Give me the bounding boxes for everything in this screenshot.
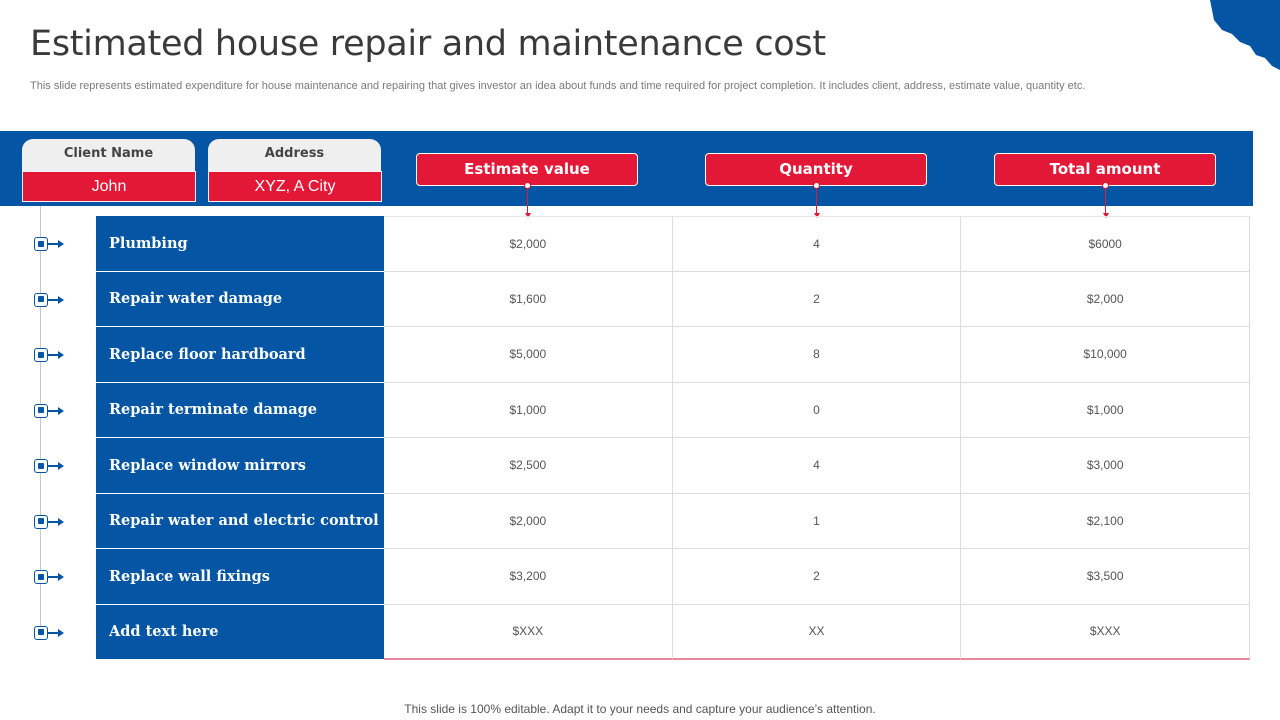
row-label: Plumbing bbox=[96, 216, 384, 272]
estimate-cell: $XXX bbox=[383, 604, 673, 660]
quantity-cell: 4 bbox=[672, 438, 962, 494]
estimate-cell: $3,200 bbox=[383, 549, 673, 605]
pin-dot-icon bbox=[812, 182, 820, 189]
total-cell: $10,000 bbox=[961, 327, 1250, 383]
row-label: Replace wall fixings bbox=[96, 549, 384, 605]
estimate-cell: $2,500 bbox=[383, 438, 673, 494]
table-row: Add text here $XXX XX $XXX bbox=[96, 604, 1250, 660]
quantity-cell: XX bbox=[672, 604, 962, 660]
client-name-label: Client Name bbox=[22, 139, 195, 171]
square-bullet-icon bbox=[34, 403, 48, 418]
quantity-cell: 2 bbox=[672, 549, 962, 605]
arrow-right-icon bbox=[48, 515, 64, 529]
column-header: Total amount bbox=[994, 153, 1216, 186]
pin-arrow-icon bbox=[813, 213, 820, 218]
table-row: Repair terminate damage $1,000 0 $1,000 bbox=[96, 382, 1250, 438]
square-bullet-icon bbox=[34, 348, 48, 362]
total-cell: $1,000 bbox=[961, 382, 1250, 438]
table-row: Replace wall fixings $3,200 2 $3,500 bbox=[96, 549, 1250, 605]
square-bullet-icon bbox=[34, 459, 48, 473]
quantity-cell: 0 bbox=[672, 382, 962, 438]
client-name-value: John bbox=[22, 171, 196, 202]
quantity-cell: 8 bbox=[672, 327, 962, 383]
total-cell: $2,100 bbox=[961, 493, 1250, 549]
address-label: Address bbox=[208, 139, 381, 171]
address-value: XYZ, A City bbox=[208, 171, 382, 202]
total-cell: $3,500 bbox=[961, 549, 1250, 605]
page-subtitle: This slide represents estimated expendit… bbox=[30, 80, 1086, 92]
pin-line bbox=[527, 189, 528, 213]
square-bullet-icon bbox=[34, 570, 48, 584]
pin-arrow-icon bbox=[1102, 213, 1109, 218]
quantity-cell: 2 bbox=[672, 271, 962, 327]
estimate-cell: $2,000 bbox=[383, 493, 673, 549]
pin-line bbox=[1105, 189, 1106, 213]
arrow-right-icon bbox=[48, 237, 64, 251]
quantity-cell: 4 bbox=[672, 216, 962, 272]
pin-line bbox=[816, 189, 817, 213]
square-bullet-icon bbox=[34, 514, 48, 529]
arrow-right-icon bbox=[48, 570, 64, 584]
pin-arrow-icon bbox=[524, 213, 531, 218]
row-label: Add text here bbox=[96, 604, 384, 660]
total-cell: $3,000 bbox=[961, 438, 1250, 494]
table-row: Repair water and electric control $2,000 1… bbox=[96, 493, 1250, 549]
total-cell: $XXX bbox=[961, 604, 1250, 660]
square-bullet-icon bbox=[34, 237, 48, 251]
map-decoration-icon bbox=[1210, 0, 1280, 70]
estimate-cell: $1,600 bbox=[383, 271, 673, 327]
timeline-line bbox=[40, 206, 41, 638]
pin-dot-icon bbox=[523, 182, 531, 189]
table-row: Repair water damage $1,600 2 $2,000 bbox=[96, 271, 1250, 327]
pin-dot-icon bbox=[1101, 182, 1109, 189]
row-label: Replace floor hardboard bbox=[96, 327, 384, 383]
table-row: Replace floor hardboard $5,000 8 $10,000 bbox=[96, 327, 1250, 383]
table-row: Plumbing $2,000 4 $6000 bbox=[96, 216, 1250, 272]
total-cell: $6000 bbox=[961, 216, 1250, 272]
arrow-right-icon bbox=[48, 293, 64, 307]
estimate-cell: $1,000 bbox=[383, 382, 673, 438]
row-label: Repair water and electric control bbox=[96, 493, 384, 549]
footer-note: This slide is 100% editable. Adapt it to… bbox=[404, 702, 876, 716]
row-label: Repair terminate damage bbox=[96, 382, 384, 438]
total-cell: $2,000 bbox=[961, 271, 1250, 327]
arrow-right-icon bbox=[48, 626, 64, 640]
row-label: Repair water damage bbox=[96, 271, 384, 327]
column-header: Estimate value bbox=[416, 153, 638, 186]
column-header: Quantity bbox=[705, 153, 927, 186]
square-bullet-icon bbox=[34, 625, 48, 640]
table-row: Replace window mirrors $2,500 4 $3,000 bbox=[96, 438, 1250, 494]
arrow-right-icon bbox=[48, 404, 64, 418]
row-label: Replace window mirrors bbox=[96, 438, 384, 494]
quantity-cell: 1 bbox=[672, 493, 962, 549]
estimate-cell: $5,000 bbox=[383, 327, 673, 383]
arrow-right-icon bbox=[48, 348, 64, 362]
estimate-cell: $2,000 bbox=[383, 216, 673, 272]
square-bullet-icon bbox=[34, 292, 48, 307]
cost-table: Plumbing $2,000 4 $6000 Repair water damage $… bbox=[96, 216, 1250, 660]
arrow-right-icon bbox=[48, 459, 64, 473]
page-title: Estimated house repair and maintenance c… bbox=[30, 24, 826, 64]
